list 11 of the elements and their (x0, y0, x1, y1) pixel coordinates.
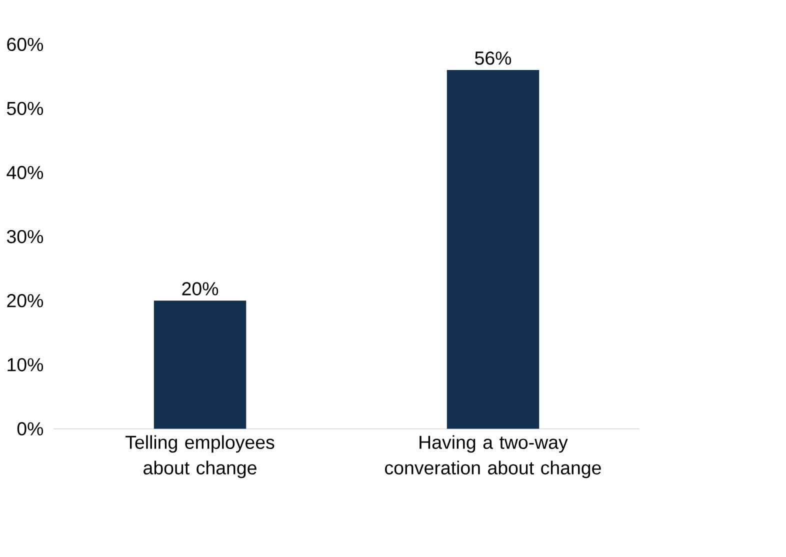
y-tick-label: 30% (6, 230, 44, 244)
x-tick-label: Having a two-way converation about change (385, 435, 601, 478)
y-tick-label: 50% (6, 102, 44, 116)
data-label: 56% (475, 52, 512, 65)
y-tick-label: 60% (7, 38, 44, 52)
y-tick-label: 0% (17, 422, 44, 436)
y-tick-label: 20% (7, 294, 44, 308)
data-label: 20% (182, 282, 218, 296)
y-tick-label: 10% (8, 358, 44, 372)
y-tick-label: 40% (6, 166, 44, 180)
x-tick-label: Telling employees about change (126, 435, 274, 478)
